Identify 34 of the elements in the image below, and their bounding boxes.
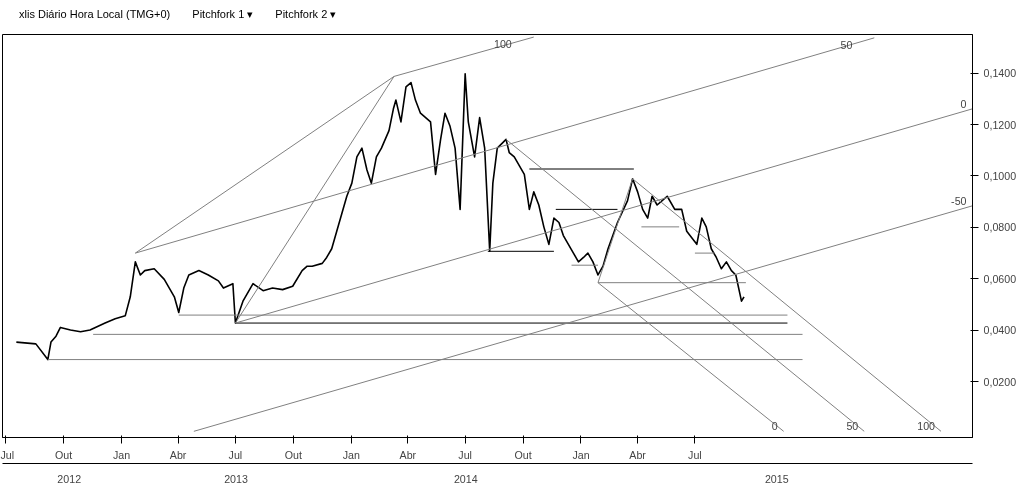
x2-tick-label: 2015 [764,472,789,485]
series-label: 100 [493,38,512,51]
x-tick-label: Jan [342,448,360,461]
x-tick-label: Out [514,448,532,461]
y-tick-label: 0,1200 [983,118,1017,131]
series-label: 100 [917,420,936,433]
x-tick-label: Jan [572,448,590,461]
series-label: 50 [840,38,853,51]
y-tick-label: 0,0400 [983,324,1017,337]
x-tick-label: Abr [629,448,647,461]
x-tick-label: Jul [458,448,472,461]
y-tick-label: 0,0800 [983,221,1017,234]
y-tick-label: 0,0600 [983,272,1017,285]
series-label: -50 [951,194,967,207]
x2-tick-label: 2012 [57,472,82,485]
text: Pitchfork 2 ▾ [275,8,337,20]
x-tick-label: Jul [228,448,243,461]
x2-tick-label: 2014 [453,472,478,485]
x2-tick-label: 2013 [224,472,248,485]
x-tick-label: Out [54,448,73,461]
series-label: 0 [960,97,967,110]
text: Pitchfork 1 ▾ [192,8,254,20]
chart-title: xlis Diário Hora Local (TMG+0) [19,8,171,20]
y-tick-label: 0,1000 [983,169,1017,182]
x-tick-label: Abr [169,448,187,461]
x-tick-label: Out [284,448,302,461]
x-tick-label: Jul [688,448,702,461]
y-tick-label: 0,0200 [983,375,1017,388]
x-tick-label: Abr [399,448,417,461]
x-tick-label: Jul [0,448,15,461]
series-label: 0 [771,420,778,433]
x-tick-label: Jan [112,448,131,461]
series-label: 50 [846,420,859,433]
y-tick-label: 0,1400 [983,67,1017,80]
